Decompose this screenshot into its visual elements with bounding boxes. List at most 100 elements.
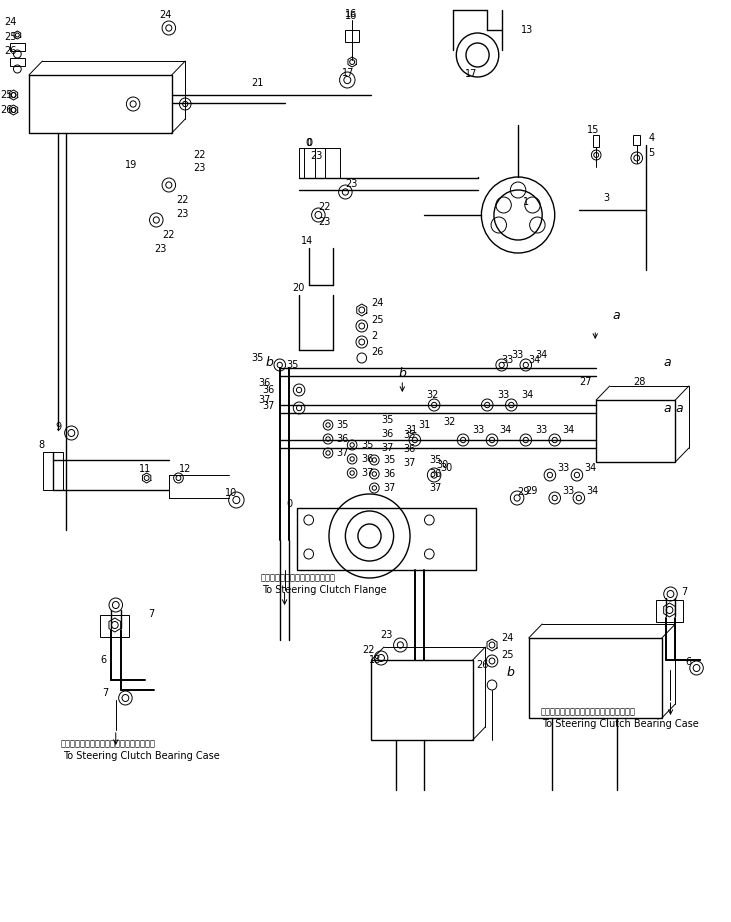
Text: 32: 32 (426, 390, 439, 400)
Text: 25: 25 (371, 315, 384, 325)
Bar (43, 452, 63, 490)
Text: To Steering Clutch Flange: To Steering Clutch Flange (262, 585, 387, 595)
Text: 25: 25 (4, 32, 16, 42)
Bar (529, 638, 662, 718)
Text: 14: 14 (301, 236, 314, 246)
Text: 11: 11 (139, 464, 151, 474)
Bar (297, 508, 476, 570)
Text: 23: 23 (380, 630, 393, 640)
Text: 0: 0 (287, 499, 292, 509)
Text: 37: 37 (381, 443, 393, 453)
Text: 33: 33 (511, 350, 523, 360)
Text: b: b (507, 666, 515, 679)
Bar (633, 135, 640, 145)
Text: 37: 37 (262, 401, 275, 411)
Text: To Steering Clutch Bearing Case: To Steering Clutch Bearing Case (63, 751, 219, 761)
Text: 21: 21 (251, 78, 263, 88)
Bar (656, 600, 683, 622)
Text: 19: 19 (126, 160, 137, 170)
Text: 37: 37 (337, 448, 349, 458)
Text: 6: 6 (100, 655, 107, 665)
Text: 0: 0 (307, 138, 313, 148)
Text: 7: 7 (102, 688, 108, 698)
Text: 23: 23 (193, 163, 205, 173)
Text: ステアリングクラッチベアリングケースへ: ステアリングクラッチベアリングケースへ (61, 739, 156, 749)
Text: b: b (398, 367, 406, 380)
Text: 36: 36 (381, 429, 393, 439)
Text: 24: 24 (4, 17, 16, 27)
Text: 36: 36 (429, 469, 442, 479)
Text: 0: 0 (306, 138, 312, 148)
Text: 24: 24 (159, 10, 172, 20)
Text: 34: 34 (521, 390, 533, 400)
Bar (594, 135, 599, 147)
Text: 24: 24 (371, 298, 384, 308)
Text: 35: 35 (287, 360, 299, 370)
Text: 33: 33 (535, 425, 548, 435)
Text: 36: 36 (404, 444, 415, 454)
Text: 33: 33 (497, 390, 509, 400)
Text: 36: 36 (361, 454, 373, 464)
Text: 1: 1 (523, 197, 529, 207)
Text: a: a (613, 309, 620, 322)
Text: 10: 10 (225, 488, 237, 498)
Text: 16: 16 (345, 11, 357, 21)
Text: 37: 37 (361, 468, 374, 478)
Text: 36: 36 (383, 469, 395, 479)
Text: 22: 22 (162, 230, 175, 240)
Text: ステアリングクラッチフランジへ: ステアリングクラッチフランジへ (260, 573, 336, 583)
Text: 3: 3 (603, 193, 609, 203)
Text: 33: 33 (558, 463, 570, 473)
Text: 23: 23 (311, 151, 323, 161)
Text: 31: 31 (405, 425, 417, 435)
Text: 7: 7 (148, 609, 155, 619)
Text: 7: 7 (681, 587, 687, 597)
Text: 26: 26 (4, 46, 16, 56)
Text: 35: 35 (361, 440, 374, 450)
Text: 34: 34 (529, 355, 541, 365)
Bar (345, 30, 359, 42)
Text: 37: 37 (383, 483, 395, 493)
Bar (100, 615, 129, 637)
Text: 17: 17 (341, 68, 354, 78)
Text: 27: 27 (579, 377, 591, 387)
Text: 37: 37 (429, 483, 442, 493)
Text: 13: 13 (521, 25, 533, 35)
Text: 17: 17 (465, 69, 477, 79)
Text: 12: 12 (179, 464, 192, 474)
Text: 2: 2 (371, 331, 378, 341)
Text: 34: 34 (586, 486, 599, 496)
Text: 35: 35 (251, 353, 263, 363)
Text: a: a (664, 401, 671, 415)
Text: 23: 23 (177, 209, 189, 219)
Text: 5: 5 (648, 148, 654, 158)
Text: 26: 26 (371, 347, 384, 357)
Text: 37: 37 (404, 458, 416, 468)
Text: 22: 22 (363, 645, 375, 655)
Text: 6: 6 (685, 657, 691, 667)
Text: 35: 35 (383, 455, 395, 465)
Text: a: a (664, 356, 671, 369)
Text: 30: 30 (436, 460, 448, 470)
Bar (10, 43, 25, 51)
Bar (299, 148, 340, 178)
Text: To Steering Clutch Bearing Case: To Steering Clutch Bearing Case (542, 719, 699, 729)
Text: 37: 37 (259, 395, 271, 405)
Text: 33: 33 (501, 355, 514, 365)
Text: 25: 25 (0, 90, 12, 100)
Text: b: b (265, 356, 273, 369)
Text: 23: 23 (345, 179, 357, 189)
Bar (29, 75, 172, 133)
Text: a: a (675, 401, 683, 415)
Text: 23: 23 (154, 244, 167, 254)
Text: 33: 33 (562, 486, 575, 496)
Text: 35: 35 (381, 415, 393, 425)
Text: ステアリングクラッチベアリングケースへ: ステアリングクラッチベアリングケースへ (540, 707, 635, 716)
Text: 4: 4 (648, 133, 654, 143)
Text: 33: 33 (473, 425, 485, 435)
Text: 26: 26 (0, 105, 12, 115)
Text: 35: 35 (337, 420, 349, 430)
Text: 36: 36 (337, 434, 349, 444)
Text: 18: 18 (368, 655, 381, 665)
Text: 8: 8 (39, 440, 45, 450)
